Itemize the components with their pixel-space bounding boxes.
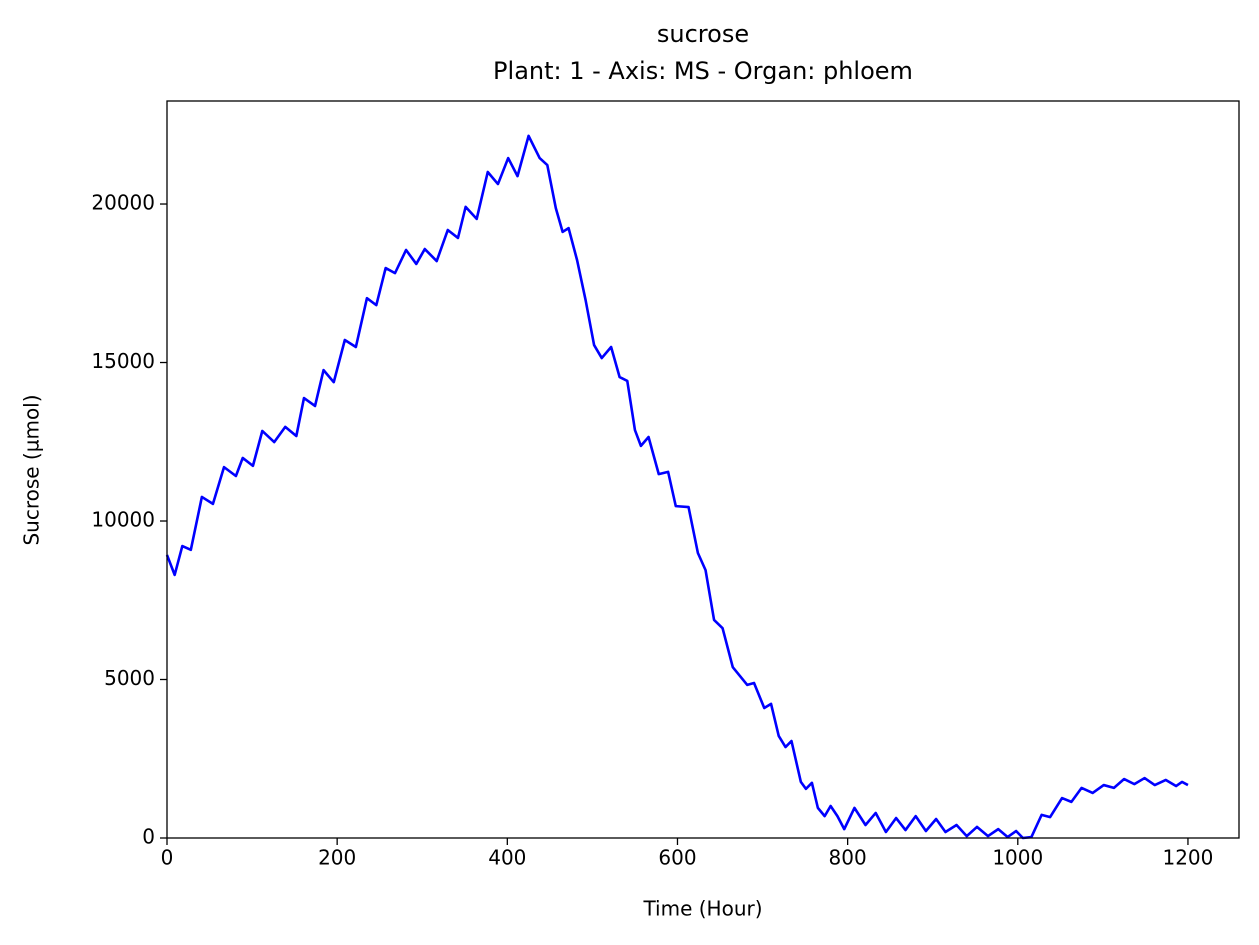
- y-axis-label: Sucrose (µmol): [20, 394, 44, 545]
- chart-subtitle: Plant: 1 - Axis: MS - Organ: phloem: [493, 57, 913, 85]
- y-tick-label: 10000: [91, 508, 155, 532]
- x-axis-label: Time (Hour): [642, 897, 762, 921]
- x-tick-label: 1000: [992, 846, 1043, 870]
- y-tick-label: 15000: [91, 349, 155, 373]
- y-tick-label: 0: [142, 825, 155, 849]
- x-tick-label: 400: [488, 846, 526, 870]
- y-tick-label: 20000: [91, 191, 155, 215]
- chart-title: sucrose: [657, 20, 749, 48]
- x-tick-label: 1200: [1162, 846, 1213, 870]
- x-tick-label: 200: [318, 846, 356, 870]
- y-tick-label: 5000: [104, 666, 155, 690]
- x-tick-label: 800: [829, 846, 867, 870]
- x-tick-label: 0: [161, 846, 174, 870]
- plot-frame: [166, 100, 1240, 839]
- x-tick-label: 600: [658, 846, 696, 870]
- data-line: [165, 134, 1189, 840]
